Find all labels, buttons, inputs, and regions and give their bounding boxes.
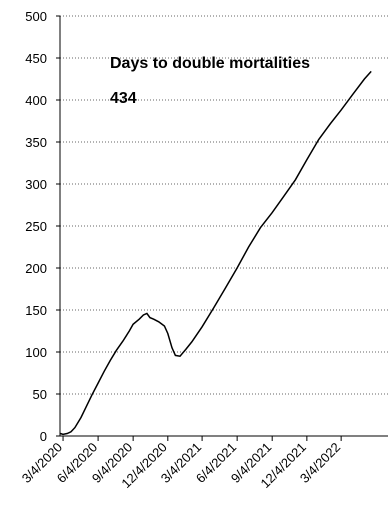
series-layer [60, 70, 372, 436]
y-tick-label: 400 [25, 93, 47, 108]
axes-layer [56, 15, 388, 441]
y-tick-label: 200 [25, 261, 47, 276]
y-tick-label: 150 [25, 303, 47, 318]
label-layer: 0501001502002503003504004505003/4/20206/… [19, 9, 343, 491]
y-tick-label: 250 [25, 219, 47, 234]
annotation-title: Days to double mortalities [110, 55, 310, 72]
y-tick-label: 350 [25, 135, 47, 150]
y-tick-label: 100 [25, 345, 47, 360]
grid-layer [60, 15, 388, 395]
y-tick-label: 450 [25, 51, 47, 66]
y-tick-label: 0 [40, 429, 47, 444]
annotation-value: 434 [110, 90, 137, 107]
series-line [60, 70, 372, 436]
y-tick-label: 500 [25, 9, 47, 24]
y-tick-label: 50 [33, 387, 47, 402]
y-tick-label: 300 [25, 177, 47, 192]
